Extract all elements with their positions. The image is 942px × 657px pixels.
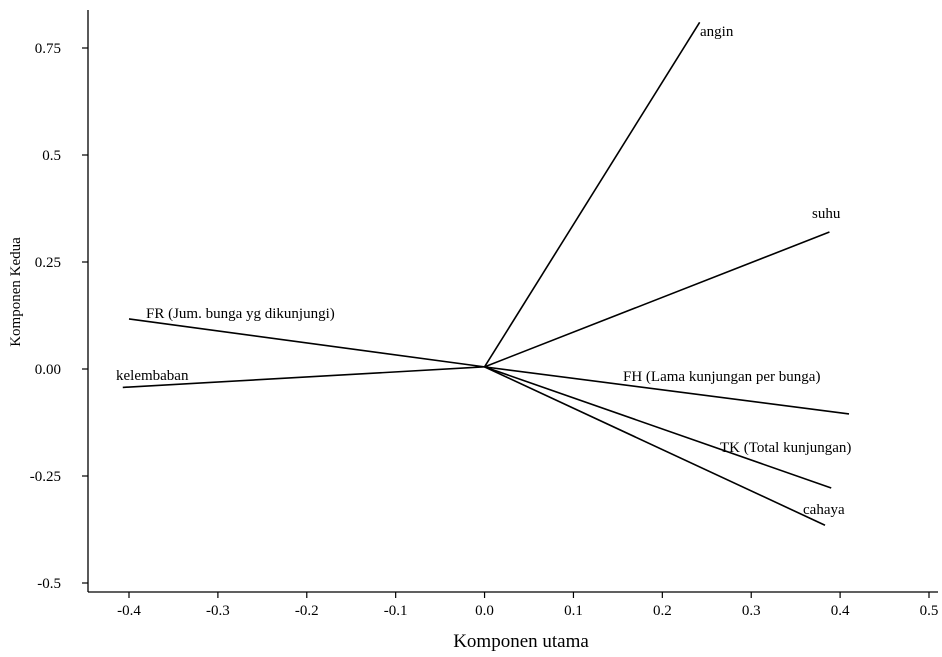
vector-cahaya bbox=[484, 366, 826, 526]
y-tick-label: 0.25 bbox=[35, 255, 61, 271]
vector-fr-jum-bunga-yg-dikunjungi bbox=[128, 318, 485, 368]
x-tick-label: 0.1 bbox=[564, 603, 583, 619]
y-tick-label: 0.75 bbox=[35, 41, 61, 57]
y-tick-label: -0.5 bbox=[37, 576, 61, 592]
vector-label-fh-lama-kunjungan-per-bunga: FH (Lama kunjungan per bunga) bbox=[623, 369, 820, 385]
vector-angin bbox=[483, 21, 701, 368]
y-tick-label: 0.5 bbox=[42, 148, 61, 164]
vector-label-cahaya: cahaya bbox=[803, 502, 845, 518]
axes: -0.4 -0.3 -0.2 -0.1 0.0 0.1 0.2 0.3 0.4 0.5 -0.5 -0… bbox=[30, 10, 939, 619]
vector-fh-lama-kunjungan-per-bunga bbox=[484, 366, 850, 415]
vector-label-angin: angin bbox=[700, 24, 734, 40]
vector-tk-total-kunjungan bbox=[484, 366, 832, 489]
vector-suhu bbox=[484, 231, 830, 368]
x-tick-label: -0.4 bbox=[117, 603, 141, 619]
vector-label-fr-jum-bunga-yg-dikunjungi: FR (Jum. bunga yg dikunjungi) bbox=[146, 306, 335, 322]
x-tick-label: -0.1 bbox=[384, 603, 408, 619]
x-tick-label: 0.2 bbox=[653, 603, 672, 619]
x-tick-label: -0.2 bbox=[295, 603, 319, 619]
x-tick-label: 0.0 bbox=[475, 603, 494, 619]
vector-label-tk-total-kunjungan: TK (Total kunjungan) bbox=[720, 440, 851, 456]
y-tick-label: 0.00 bbox=[35, 362, 61, 378]
y-axis-title: Komponen Kedua bbox=[8, 237, 24, 347]
vector-kelembaban bbox=[122, 366, 485, 389]
vectors: angin suhu FR (Jum. bunga yg dikunjungi) ke… bbox=[116, 21, 851, 526]
x-axis-title: Komponen utama bbox=[453, 631, 589, 652]
vector-label-kelembaban: kelembaban bbox=[116, 368, 189, 384]
x-tick-label: 0.5 bbox=[920, 603, 939, 619]
y-tick-label: -0.25 bbox=[30, 469, 61, 485]
x-tick-label: 0.3 bbox=[742, 603, 761, 619]
vector-label-suhu: suhu bbox=[812, 206, 841, 222]
x-tick-label: -0.3 bbox=[206, 603, 230, 619]
x-tick-label: 0.4 bbox=[831, 603, 850, 619]
